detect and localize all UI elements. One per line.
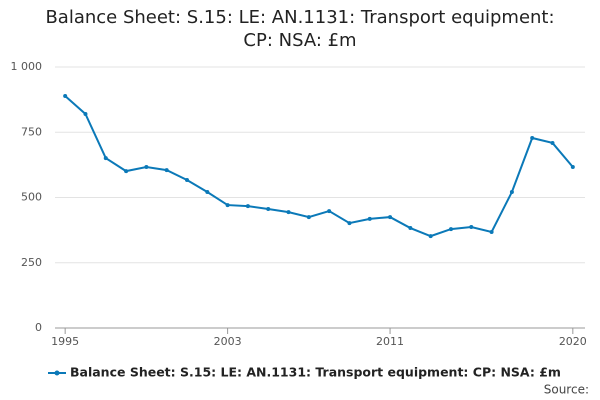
line bbox=[64, 95, 574, 238]
point bbox=[347, 221, 352, 226]
point bbox=[306, 215, 311, 220]
point bbox=[245, 204, 250, 209]
point bbox=[570, 164, 575, 169]
point bbox=[144, 164, 149, 169]
y-tick-label: 750 bbox=[21, 125, 42, 138]
point bbox=[428, 234, 433, 239]
point bbox=[205, 190, 210, 195]
x-tick-label: 2003 bbox=[214, 335, 242, 348]
point bbox=[367, 216, 372, 221]
point bbox=[448, 227, 453, 232]
point bbox=[530, 135, 535, 140]
point bbox=[469, 224, 474, 229]
legend-label: Balance Sheet: S.15: LE: AN.1131: Transp… bbox=[70, 365, 561, 380]
source: Source: bbox=[544, 383, 589, 397]
point bbox=[124, 169, 129, 174]
x-tick-label: 2011 bbox=[376, 335, 404, 348]
y-tick-label: 250 bbox=[21, 256, 42, 269]
point bbox=[509, 190, 514, 195]
point bbox=[266, 206, 271, 211]
point bbox=[184, 178, 189, 183]
y-tick-label: 500 bbox=[21, 191, 42, 204]
point bbox=[103, 156, 108, 161]
point bbox=[164, 168, 169, 173]
chart-title: Balance Sheet: S.15: LE: AN.1131: Transp… bbox=[45, 7, 555, 51]
point bbox=[550, 140, 555, 145]
point bbox=[286, 210, 291, 215]
point bbox=[327, 209, 332, 214]
x-tick-label: 1995 bbox=[51, 335, 79, 348]
point bbox=[489, 229, 494, 234]
point bbox=[225, 203, 230, 208]
legend-marker bbox=[54, 370, 60, 376]
point bbox=[388, 215, 393, 220]
point bbox=[408, 226, 413, 231]
point bbox=[63, 93, 68, 98]
y-tick-label: 1 000 bbox=[11, 60, 43, 73]
point bbox=[83, 111, 88, 116]
x-tick-label: 2020 bbox=[559, 335, 587, 348]
y-tick-label: 0 bbox=[35, 321, 42, 334]
